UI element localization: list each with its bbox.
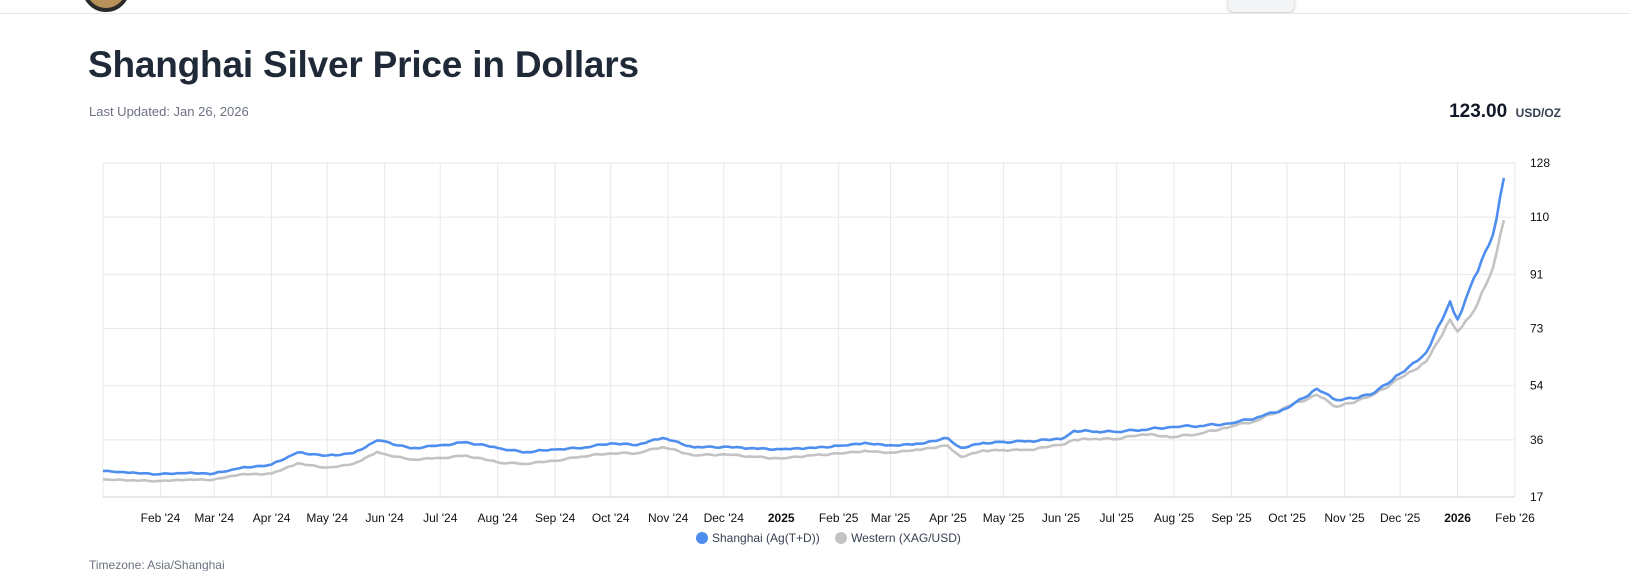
- x-tick-label: Sep '25: [1211, 511, 1252, 525]
- x-tick-label: Oct '24: [592, 511, 630, 525]
- legend-dot-shanghai: [696, 532, 708, 544]
- y-tick-label: 73: [1530, 321, 1544, 335]
- y-tick-label: 36: [1530, 433, 1544, 447]
- x-tick-label: Apr '25: [929, 511, 967, 525]
- legend-item-shanghai[interactable]: Shanghai (Ag(T+D)): [696, 531, 820, 545]
- x-tick-label: Jul '24: [423, 511, 458, 525]
- x-tick-label: Nov '24: [648, 511, 689, 525]
- legend-item-western[interactable]: Western (XAG/USD): [835, 531, 961, 545]
- y-tick-label: 110: [1530, 210, 1549, 224]
- x-tick-label: Jul '25: [1099, 511, 1134, 525]
- x-tick-label: May '25: [983, 511, 1025, 525]
- header-button[interactable]: [1228, 0, 1294, 12]
- top-navigation-bar: [0, 0, 1630, 14]
- current-price: 123.00 USD/OZ: [1449, 101, 1561, 123]
- x-tick-label: Jun '25: [1042, 511, 1081, 525]
- x-tick-label: Mar '24: [194, 511, 234, 525]
- price-chart[interactable]: 17 36 54 73 91 110 128 Feb '24 Mar '24 Apr '24 May…: [0, 0, 1630, 530]
- x-tick-label: Feb '26: [1495, 511, 1535, 525]
- y-tick-label: 54: [1530, 379, 1544, 393]
- x-tick-label: Aug '24: [478, 511, 519, 525]
- x-tick-label: 2026: [1444, 511, 1471, 525]
- x-tick-label: Nov '25: [1324, 511, 1365, 525]
- x-tick-label: May '24: [306, 511, 348, 525]
- y-tick-label: 91: [1530, 267, 1544, 281]
- legend-dot-western: [835, 532, 848, 544]
- x-tick-label: Aug '25: [1154, 511, 1195, 525]
- chart-axes: 17 36 54 73 91 110 128 Feb '24 Mar '24 Apr '24 May…: [103, 156, 1550, 525]
- price-unit: USD/OZ: [1515, 106, 1561, 120]
- x-tick-label: Dec '25: [1380, 511, 1421, 525]
- page-title: Shanghai Silver Price in Dollars: [88, 44, 639, 85]
- series-line-western[interactable]: [102, 219, 1506, 483]
- chart-series[interactable]: [102, 177, 1506, 483]
- x-tick-label: Feb '25: [819, 511, 859, 525]
- timezone-text: Timezone: Asia/Shanghai: [89, 558, 225, 571]
- y-tick-label: 128: [1530, 156, 1550, 170]
- x-tick-label: Oct '25: [1268, 511, 1306, 525]
- x-tick-label: Feb '24: [141, 511, 181, 525]
- x-tick-label: Apr '24: [253, 511, 291, 525]
- x-tick-label: Mar '25: [871, 511, 911, 525]
- x-tick-label: 2025: [768, 511, 795, 525]
- legend-label-shanghai: Shanghai (Ag(T+D)): [712, 531, 820, 545]
- price-value: 123.00: [1449, 101, 1508, 122]
- series-line-shanghai[interactable]: [102, 177, 1506, 476]
- last-updated-text: Last Updated: Jan 26, 2026: [89, 104, 249, 119]
- x-tick-label: Dec '24: [704, 511, 745, 525]
- x-tick-label: Sep '24: [535, 511, 576, 525]
- x-tick-label: Jun '24: [365, 511, 404, 525]
- y-tick-label: 17: [1530, 490, 1544, 504]
- legend-label-western: Western (XAG/USD): [851, 531, 961, 545]
